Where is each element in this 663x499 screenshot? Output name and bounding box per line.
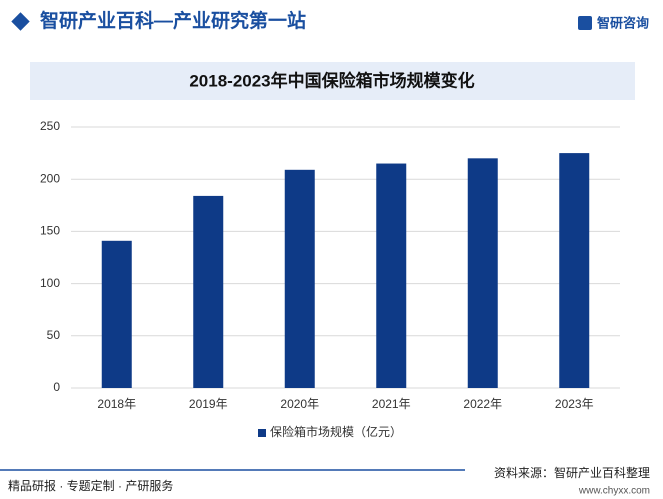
x-tick-label: 2021年: [372, 397, 411, 411]
bar: [193, 195, 224, 388]
bar: [284, 169, 315, 388]
bar: [376, 163, 407, 388]
y-tick-label: 100: [40, 276, 60, 290]
footer-url: www.chyxx.com: [578, 486, 650, 497]
x-tick-label: 2018年: [97, 397, 136, 411]
y-tick-label: 150: [40, 224, 60, 238]
legend-label: 保险箱市场规模（亿元）: [270, 424, 402, 439]
y-tick-label: 200: [40, 171, 60, 185]
bar: [559, 153, 590, 388]
x-tick-label: 2020年: [280, 397, 319, 411]
x-tick-label: 2023年: [555, 397, 594, 411]
footer-left: 精品研报 · 专题定制 · 产研服务: [8, 478, 173, 493]
x-tick-label: 2022年: [463, 397, 502, 411]
x-tick-label: 2019年: [189, 397, 228, 411]
logo-text: 智研咨询: [597, 15, 649, 30]
chart-title: 2018-2023年中国保险箱市场规模变化: [189, 70, 474, 90]
bar: [467, 158, 498, 388]
header-icon: [11, 12, 30, 31]
y-tick-label: 0: [53, 380, 60, 394]
title-bar: [30, 62, 635, 100]
legend-swatch: [258, 429, 266, 437]
logo-icon: [578, 16, 592, 30]
header-title: 智研产业百科—产业研究第一站: [40, 9, 306, 32]
bar: [101, 240, 132, 388]
y-tick-label: 250: [40, 119, 60, 133]
footer-source: 资料来源：智研产业百科整理: [494, 465, 650, 480]
y-tick-label: 50: [47, 328, 61, 342]
